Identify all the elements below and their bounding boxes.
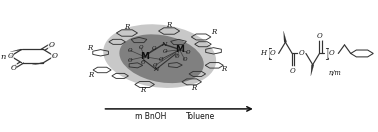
Text: R: R [166, 21, 172, 29]
Ellipse shape [103, 24, 216, 88]
Text: R: R [191, 84, 196, 91]
Text: O: O [299, 50, 304, 57]
Text: O: O [183, 57, 187, 62]
Text: O: O [11, 63, 17, 72]
Text: M: M [175, 45, 184, 54]
Text: R: R [124, 23, 130, 31]
Text: O: O [127, 48, 132, 53]
Text: N: N [161, 42, 166, 47]
Text: ]: ] [324, 47, 329, 60]
Text: M: M [140, 52, 149, 61]
Text: O: O [270, 50, 276, 57]
Text: O: O [289, 67, 295, 75]
Text: N: N [153, 67, 159, 72]
Text: H: H [260, 50, 266, 57]
Text: O: O [174, 54, 179, 59]
Text: R: R [211, 28, 216, 36]
Text: O: O [152, 46, 156, 51]
Text: O: O [317, 32, 322, 40]
Text: O: O [127, 58, 132, 63]
Text: O: O [328, 50, 335, 57]
Text: R: R [88, 71, 93, 79]
Text: O: O [163, 49, 167, 54]
Polygon shape [311, 65, 314, 76]
Text: O: O [141, 60, 145, 65]
Text: m BnOH: m BnOH [135, 112, 166, 121]
Polygon shape [32, 62, 44, 65]
Text: O: O [8, 52, 14, 60]
Text: n/m: n/m [328, 69, 341, 77]
Text: O: O [139, 45, 143, 50]
Text: O: O [186, 50, 190, 55]
Text: O: O [51, 52, 57, 60]
Text: O: O [48, 41, 54, 49]
Text: R: R [87, 44, 93, 52]
Polygon shape [284, 31, 287, 42]
Polygon shape [10, 49, 22, 52]
Text: O: O [153, 63, 157, 68]
Text: n: n [0, 53, 6, 61]
Text: O: O [158, 57, 163, 62]
Text: R: R [221, 65, 226, 73]
Ellipse shape [119, 34, 204, 83]
Text: Toluene: Toluene [186, 112, 215, 121]
Text: R: R [140, 86, 146, 94]
Text: [: [ [268, 47, 273, 60]
